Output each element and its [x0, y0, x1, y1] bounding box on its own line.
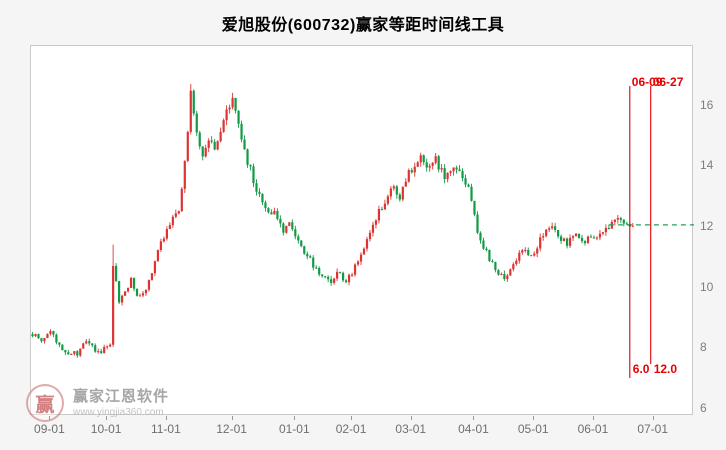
x-axis-label: 03-01: [395, 422, 427, 436]
y-axis-label: 12: [700, 218, 714, 233]
x-axis-tick: [231, 416, 233, 420]
timeline-date-label: 06-09: [631, 75, 663, 89]
watermark-text: 赢家江恩软件 www.yingjia360.com: [73, 388, 169, 419]
plot-area[interactable]: [30, 45, 694, 416]
timeline-price-label: 6.0: [632, 362, 650, 376]
x-axis-label: 12-01: [216, 422, 247, 436]
x-axis-tick: [294, 416, 296, 420]
timeline-date-label: 06-27: [652, 75, 684, 89]
watermark-name: 赢家江恩软件: [73, 387, 170, 405]
x-axis-label: 11-01: [150, 422, 181, 436]
x-axis-label: 02-01: [335, 422, 367, 436]
candlestick-canvas[interactable]: [31, 46, 694, 416]
x-axis-tick: [473, 416, 475, 420]
x-axis-label: 04-01: [458, 422, 489, 436]
winner-logo-icon: 赢: [26, 384, 64, 422]
y-axis-label: 14: [700, 158, 714, 173]
x-axis-label: 10-01: [90, 422, 122, 436]
x-axis-tick: [351, 416, 353, 420]
x-axis-label: 09-01: [34, 422, 65, 436]
x-axis-tick: [592, 416, 594, 420]
y-axis-label: 10: [700, 279, 714, 294]
watermark: 赢 赢家江恩软件 www.yingjia360.com: [26, 384, 169, 422]
x-axis-tick: [533, 416, 535, 420]
y-axis-label: 16: [700, 97, 714, 112]
timeline-price-label: 12.0: [653, 362, 678, 376]
x-axis-label: 01-01: [278, 422, 310, 436]
watermark-url: www.yingjia360.com: [73, 406, 164, 418]
x-axis-tick: [410, 416, 412, 420]
x-axis-label: 07-01: [637, 422, 669, 436]
x-axis-tick: [652, 416, 654, 420]
x-axis-tick: [106, 416, 108, 420]
y-axis-label: 8: [700, 340, 707, 355]
x-axis-tick: [165, 416, 167, 420]
y-axis-label: 6: [700, 400, 707, 415]
x-axis-label: 05-01: [517, 422, 549, 436]
x-axis-tick: [49, 416, 51, 420]
x-axis-label: 06-01: [577, 422, 609, 436]
chart-title: 爱旭股份(600732)赢家等距时间线工具: [221, 17, 505, 34]
